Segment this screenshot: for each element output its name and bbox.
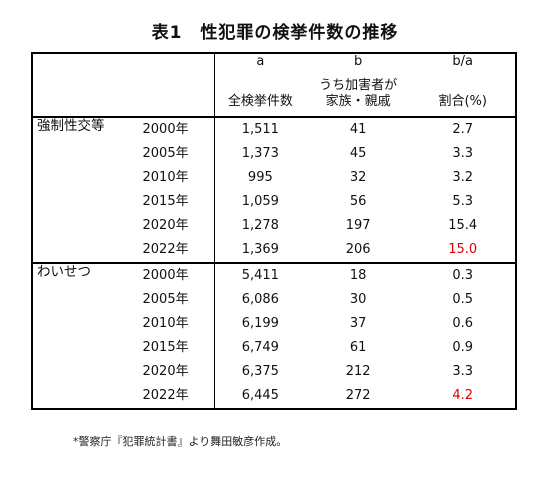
total-count-cell: 6,375 <box>213 360 306 384</box>
header-empty-cell <box>128 78 215 118</box>
family-count-cell: 272 <box>305 384 411 410</box>
category-empty-cell <box>31 312 129 336</box>
header-col-ratio-label: 割合(%) <box>410 78 517 118</box>
year-cell: 2022年 <box>142 242 189 257</box>
year-cell: 2010年 <box>142 170 189 185</box>
table-row: 2010年 995 32 3.2 <box>31 166 517 190</box>
year-cell: 2000年 <box>128 262 215 288</box>
table-row: 強制性交等 2000年 1,511 41 2.7 <box>31 117 517 142</box>
header-col-ratio-letter: b/a <box>410 52 517 78</box>
table-row: わいせつ 2000年 5,411 18 0.3 <box>31 262 517 288</box>
year-cell: 2010年 <box>142 316 189 331</box>
ratio-cell: 0.6 <box>410 312 517 336</box>
source-footnote: *警察庁『犯罪統計書』より舞田敏彦作成。 <box>73 435 288 448</box>
header-empty-cell <box>31 78 129 118</box>
category-empty-cell <box>31 288 129 312</box>
year-cell: 2005年 <box>142 146 189 161</box>
year-cell: 2005年 <box>142 292 189 307</box>
table-row: 2005年 6,086 30 0.5 <box>31 288 517 312</box>
header-empty-cell <box>128 52 215 78</box>
ratio-cell: 5.3 <box>410 190 517 214</box>
ratio-cell: 0.3 <box>410 262 517 288</box>
category-empty-cell <box>31 166 129 190</box>
category-empty-cell <box>31 214 129 238</box>
family-count-cell: 56 <box>349 194 367 209</box>
category-empty-cell <box>31 384 129 410</box>
header-col-a-label: 全検挙件数 <box>213 78 306 118</box>
ratio-cell: 15.4 <box>410 214 517 238</box>
table-row: 2020年 1,278 197 15.4 <box>31 214 517 238</box>
year-cell: 2015年 <box>142 340 189 355</box>
ratio-cell: 3.3 <box>410 360 517 384</box>
year-cell: 2022年 <box>128 384 215 410</box>
category-empty-cell <box>31 142 129 166</box>
table-row: 2022年 6,445 272 4.2 <box>31 384 517 410</box>
crime-statistics-table: a b b/a 全検挙件数 うち加害者が 家族・親戚 割合(%) 強制性交等 20… <box>31 52 517 410</box>
family-count-cell: 197 <box>345 218 371 233</box>
category-empty-cell <box>31 238 129 263</box>
family-count-cell: 61 <box>349 340 367 355</box>
total-count-cell: 1,278 <box>213 214 306 238</box>
total-count-cell: 6,199 <box>213 312 306 336</box>
ratio-cell: 0.5 <box>410 288 517 312</box>
total-count-cell: 6,086 <box>213 288 306 312</box>
table-row: 2015年 6,749 61 0.9 <box>31 336 517 360</box>
ratio-cell: 2.7 <box>410 117 517 142</box>
total-count-cell: 995 <box>213 166 306 190</box>
family-count-cell: 37 <box>349 316 367 331</box>
table-row: 2015年 1,059 56 5.3 <box>31 190 517 214</box>
ratio-cell: 3.2 <box>410 166 517 190</box>
category-empty-cell <box>31 336 129 360</box>
header-col-b-letter: b <box>305 52 411 78</box>
total-count-cell: 1,369 <box>213 238 306 263</box>
ratio-cell: 15.0 <box>410 238 517 263</box>
table-row: 2022年 1,369 206 15.0 <box>31 238 517 263</box>
total-count-cell: 1,059 <box>213 190 306 214</box>
category-empty-cell <box>31 190 129 214</box>
ratio-cell: 3.3 <box>410 142 517 166</box>
header-col-b-label-line1: うち加害者が <box>319 78 398 93</box>
total-count-cell: 5,411 <box>213 262 306 288</box>
ratio-cell: 0.9 <box>410 336 517 360</box>
header-col-a-letter: a <box>213 52 306 78</box>
ratio-cell: 4.2 <box>410 384 517 410</box>
family-count-cell: 18 <box>305 262 411 288</box>
year-cell: 2015年 <box>142 194 189 209</box>
family-count-cell: 45 <box>349 146 367 161</box>
family-count-cell: 32 <box>349 170 367 185</box>
year-cell: 2020年 <box>142 364 189 379</box>
header-col-b-label-line2: 家族・親戚 <box>325 94 391 109</box>
family-count-cell: 41 <box>349 122 367 137</box>
category-label: わいせつ <box>31 262 129 288</box>
total-count-cell: 1,511 <box>213 117 306 142</box>
family-count-cell: 206 <box>345 242 371 257</box>
family-count-cell: 212 <box>345 364 371 379</box>
year-cell: 2020年 <box>142 218 189 233</box>
family-count-cell: 30 <box>349 292 367 307</box>
category-label: 強制性交等 <box>31 117 129 142</box>
year-cell: 2000年 <box>142 122 189 137</box>
table-row: 2010年 6,199 37 0.6 <box>31 312 517 336</box>
total-count-cell: 6,749 <box>213 336 306 360</box>
header-empty-cell <box>31 52 129 78</box>
total-count-cell: 1,373 <box>213 142 306 166</box>
category-empty-cell <box>31 360 129 384</box>
table-row: 2020年 6,375 212 3.3 <box>31 360 517 384</box>
header-col-b-label: うち加害者が 家族・親戚 <box>305 78 411 118</box>
table-row: 2005年 1,373 45 3.3 <box>31 142 517 166</box>
table-title: 表1 性犯罪の検挙件数の推移 <box>151 23 399 43</box>
total-count-cell: 6,445 <box>213 384 306 410</box>
